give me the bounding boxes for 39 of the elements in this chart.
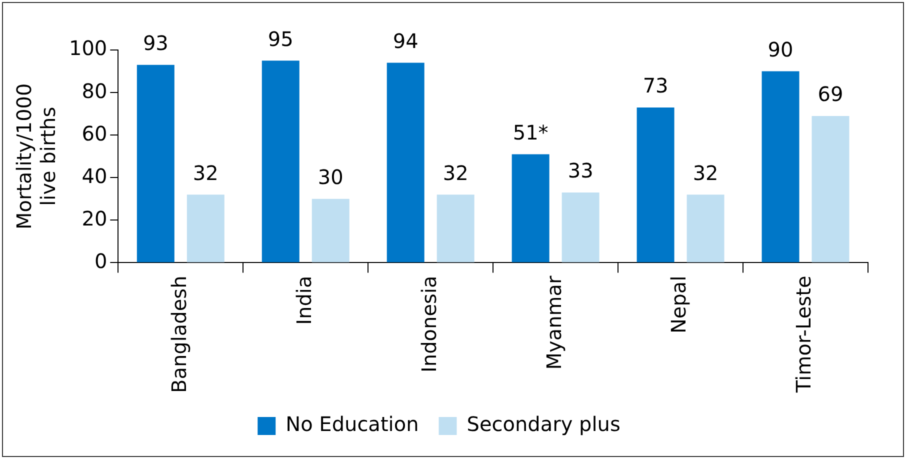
bar <box>136 64 174 262</box>
bar <box>686 194 724 262</box>
data-label: 33 <box>568 158 594 183</box>
bar <box>312 198 350 262</box>
bar <box>636 107 674 262</box>
bar <box>562 192 600 262</box>
bar <box>436 194 474 262</box>
data-label: 51* <box>512 120 548 144</box>
y-tick-label: 0 <box>94 248 108 273</box>
legend-label: No Education <box>286 412 419 436</box>
data-label: 94 <box>392 28 418 53</box>
bar <box>762 71 800 262</box>
x-tick-label: Nepal <box>666 276 691 334</box>
x-tick-label: Bangladesh <box>166 276 191 394</box>
bar <box>386 62 424 262</box>
data-label: 93 <box>142 31 168 56</box>
data-label: 32 <box>192 160 218 185</box>
y-tick-label: 100 <box>68 36 108 60</box>
y-tick-label: 80 <box>82 78 108 103</box>
data-label: 30 <box>318 165 344 190</box>
x-tick-label: Myanmar <box>542 274 566 370</box>
data-label: 90 <box>768 37 794 62</box>
x-tick-label: Indonesia <box>416 276 441 372</box>
bar <box>512 154 550 262</box>
x-tick-label: India <box>292 276 316 325</box>
data-label: 73 <box>642 74 668 98</box>
bar <box>262 60 300 262</box>
legend-label: Secondary plus <box>466 412 620 436</box>
y-tick-label: 40 <box>82 164 108 188</box>
x-tick-label: Timor-Leste <box>792 276 816 394</box>
data-label: 32 <box>442 160 468 185</box>
y-tick-label: 20 <box>82 206 108 230</box>
y-axis-title: Mortality/1000 live births <box>12 83 60 230</box>
bar <box>812 116 850 262</box>
data-label: 32 <box>692 160 718 185</box>
bar <box>186 194 224 262</box>
y-tick-label: 60 <box>82 121 108 146</box>
data-label: 95 <box>268 26 294 51</box>
data-label: 69 <box>818 82 844 106</box>
